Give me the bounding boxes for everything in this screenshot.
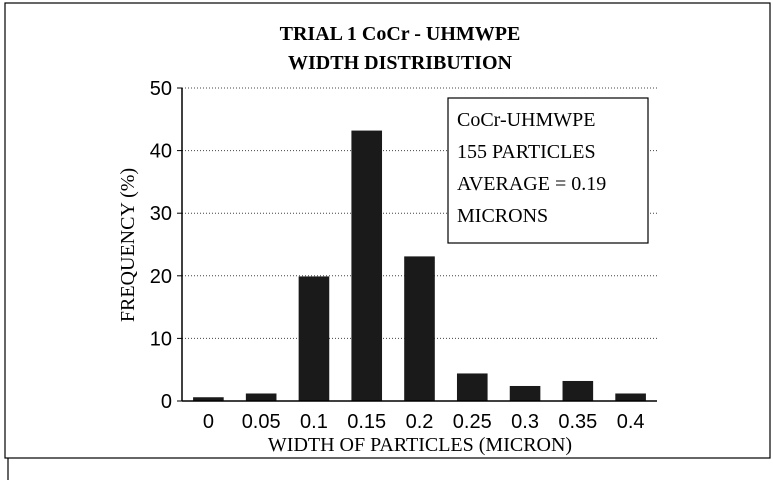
x-tick-label: 0.05 (242, 411, 281, 433)
y-tick-label: 40 (150, 141, 172, 163)
annotation-box (447, 97, 649, 244)
bar (245, 393, 277, 401)
x-tick-label: 0.4 (617, 411, 645, 433)
bar (509, 385, 541, 401)
x-tick-label: 0 (203, 411, 214, 433)
chart-title: TRIAL 1 CoCr - UHMWPE (280, 23, 521, 45)
x-tick-label: 0.2 (406, 411, 434, 433)
annotation-text: AVERAGE = 0.19 (457, 173, 606, 195)
bar (298, 276, 330, 401)
y-tick-label: 10 (150, 328, 172, 350)
frame (4, 2, 771, 459)
x-tick-label: 0.1 (300, 411, 328, 433)
bar (193, 397, 224, 401)
y-tick-label: 50 (150, 78, 172, 100)
bar (351, 130, 383, 401)
x-tick-label: 0.25 (453, 411, 492, 433)
bar (404, 256, 435, 401)
y-tick-label: 0 (161, 391, 172, 413)
annotation-text: 155 PARTICLES (457, 141, 596, 163)
y-axis-label: FREQUENCY (%) (117, 168, 139, 322)
bar (562, 380, 594, 401)
annotation-text: CoCr-UHMWPE (457, 109, 596, 131)
bar (615, 393, 646, 401)
x-tick-label: 0.3 (511, 411, 539, 433)
annotation-text: MICRONS (457, 205, 548, 227)
x-tick-label: 0.35 (558, 411, 597, 433)
x-tick-label: 0.15 (347, 411, 386, 433)
x-axis-label: WIDTH OF PARTICLES (MICRON) (268, 434, 572, 456)
chart-title: WIDTH DISTRIBUTION (288, 52, 513, 74)
y-tick-label: 20 (150, 266, 172, 288)
bar (456, 373, 488, 401)
y-tick-label: 30 (150, 203, 172, 225)
